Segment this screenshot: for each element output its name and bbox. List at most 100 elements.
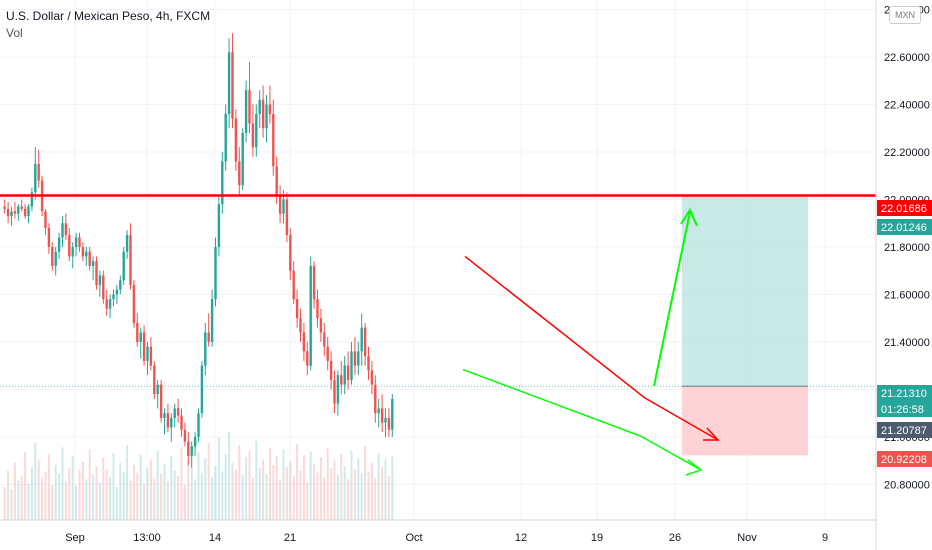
wedge-upper-extension xyxy=(644,397,719,441)
volume-bar xyxy=(143,483,146,520)
x-tick-label: 19 xyxy=(591,532,603,544)
symbol-title: U.S. Dollar / Mexican Peso, 4h, FXCM xyxy=(6,9,211,23)
volume-bar xyxy=(258,468,261,520)
candle-body xyxy=(251,123,255,148)
volume-bar xyxy=(112,452,115,520)
volume-bar xyxy=(160,473,163,520)
volume-bar xyxy=(58,473,61,520)
volume-bar xyxy=(289,461,292,520)
candle-body xyxy=(326,346,329,361)
volume-bar xyxy=(251,478,254,520)
candle-body xyxy=(241,132,244,186)
candle-body xyxy=(193,436,197,447)
price-tag-resistance xyxy=(877,200,932,216)
volume-bar xyxy=(187,460,190,520)
volume-bar xyxy=(190,467,193,520)
candle-body xyxy=(207,332,210,342)
y-tick-label: 22.40000 xyxy=(884,99,930,111)
volume-bar xyxy=(313,463,316,520)
candle-body xyxy=(132,284,136,323)
candle-body xyxy=(272,113,275,167)
candle-body xyxy=(156,384,159,395)
volume-bars xyxy=(3,432,394,520)
volume-bar xyxy=(44,471,47,520)
lower-arrow-head xyxy=(685,459,703,476)
candle-body xyxy=(275,166,278,195)
x-tick-label: Sep xyxy=(65,532,85,544)
wedge-lower-extension xyxy=(639,435,702,471)
price-tag-countdown xyxy=(877,401,932,417)
volume-bar xyxy=(3,487,6,520)
candle-body xyxy=(34,163,37,193)
volume-bar xyxy=(98,482,101,520)
volume-bar xyxy=(68,468,71,520)
y-tick-label: 21.80000 xyxy=(884,242,930,254)
volume-bar xyxy=(347,479,350,520)
candle-body xyxy=(146,346,149,361)
candle-body xyxy=(309,265,312,366)
candle-body xyxy=(282,199,285,214)
volume-bar xyxy=(10,489,13,520)
volume-bar xyxy=(20,476,23,520)
volume-bar xyxy=(173,470,176,520)
volume-bar xyxy=(377,452,380,520)
volume-bar xyxy=(336,474,339,520)
volume-bar xyxy=(228,432,231,520)
volume-bar xyxy=(109,477,112,520)
volume-bar xyxy=(156,450,159,520)
upper-arrow-head xyxy=(703,427,720,441)
candle-body xyxy=(292,270,295,300)
volume-bar xyxy=(279,480,282,520)
y-tick-label: 20.80000 xyxy=(884,479,930,491)
volume-bar xyxy=(61,447,64,520)
candle-body xyxy=(190,446,193,456)
candle-body xyxy=(13,211,17,214)
candle-body xyxy=(180,415,183,430)
candle-body xyxy=(170,417,173,428)
volume-bar xyxy=(248,450,251,520)
candle-body xyxy=(363,327,367,357)
candle-body xyxy=(112,294,115,300)
candle-body xyxy=(88,251,91,266)
volume-bar xyxy=(262,459,265,520)
volume-bar xyxy=(146,468,149,520)
volume-bar xyxy=(13,462,16,520)
volume-bar xyxy=(136,472,139,520)
volume-bar xyxy=(333,460,336,520)
candle-body xyxy=(391,398,394,430)
candle-body xyxy=(340,375,343,385)
candle-body xyxy=(200,365,204,414)
x-tick-label: 9 xyxy=(822,532,828,544)
volume-bar xyxy=(7,470,10,520)
candle-body xyxy=(74,237,78,247)
volume-bar xyxy=(170,456,173,520)
volume-bar xyxy=(319,457,322,520)
candle-body xyxy=(91,261,95,266)
x-tick-label: Oct xyxy=(405,532,422,544)
currency-badge[interactable]: MXN xyxy=(889,6,921,24)
candle-body xyxy=(374,384,377,414)
candle-body xyxy=(30,192,34,207)
volume-bar xyxy=(122,471,125,520)
bullish-arrow-head xyxy=(680,207,698,227)
volume-bar xyxy=(81,461,84,520)
candle-body xyxy=(370,370,374,385)
volume-bar xyxy=(75,485,78,520)
candle-body xyxy=(166,413,170,428)
candle-body xyxy=(3,206,6,209)
volume-bar xyxy=(180,447,183,520)
volume-bar xyxy=(316,472,319,520)
candle-body xyxy=(142,332,146,361)
volume-bar xyxy=(139,455,142,520)
volume-indicator-label[interactable]: Vol xyxy=(6,26,23,40)
volume-bar xyxy=(241,474,244,520)
candlesticks xyxy=(3,33,394,468)
price-tag-label-target: 22.01246 xyxy=(881,222,927,234)
y-tick-label: 21.40000 xyxy=(884,337,930,349)
volume-bar xyxy=(367,471,370,520)
candle-body xyxy=(17,206,20,214)
y-tick-label: 22.60000 xyxy=(884,52,930,64)
candle-body xyxy=(350,351,353,380)
